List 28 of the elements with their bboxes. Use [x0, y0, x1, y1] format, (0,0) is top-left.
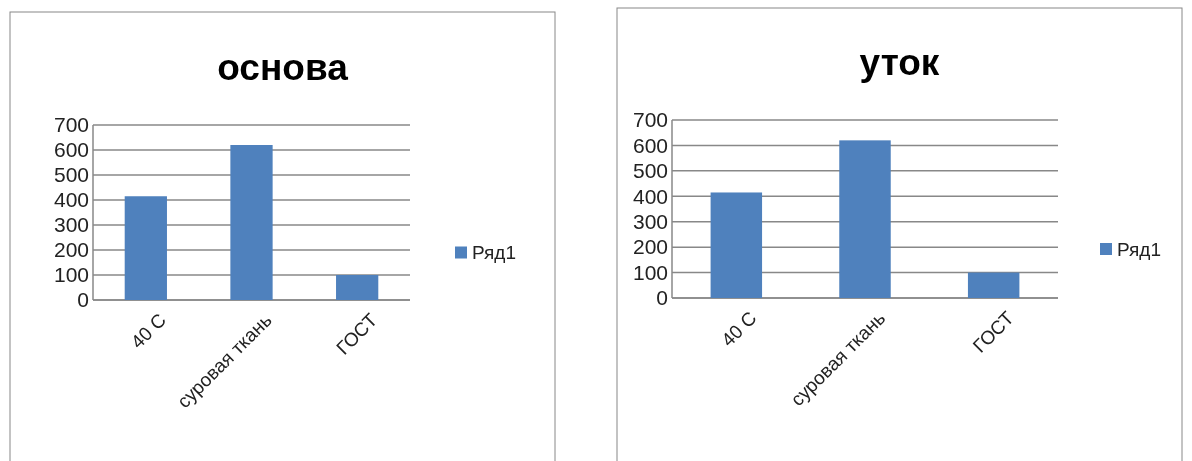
y-tick-label: 500	[632, 159, 668, 183]
y-tick-label: 600	[53, 138, 89, 162]
x-tick-label: 40 С	[717, 307, 761, 351]
bar	[124, 196, 167, 300]
y-tick-label: 700	[53, 113, 89, 137]
bar	[967, 272, 1020, 298]
y-tick-label: 100	[53, 263, 89, 287]
bar	[336, 275, 379, 300]
y-tick-label: 0	[656, 286, 668, 310]
y-tick-label: 200	[53, 238, 89, 262]
y-tick-label: 600	[632, 133, 668, 157]
x-tick-label: 40 С	[126, 309, 171, 353]
y-tick-label: 400	[632, 184, 668, 208]
y-tick-label: 100	[632, 260, 668, 284]
bar	[839, 140, 891, 298]
y-tick-label: 200	[632, 235, 668, 259]
y-tick-label: 0	[77, 288, 89, 312]
legend-label: Ряд1	[1117, 238, 1161, 260]
y-tick-label: 700	[632, 108, 668, 132]
bar	[710, 192, 763, 298]
chart-title: уток	[859, 42, 940, 83]
legend-label: Ряд1	[472, 242, 516, 264]
chart-title: основа	[217, 47, 349, 88]
y-tick-label: 500	[53, 163, 89, 187]
bar	[230, 145, 273, 300]
y-tick-label: 400	[53, 188, 89, 212]
y-tick-label: 300	[53, 213, 89, 237]
y-tick-label: 300	[632, 210, 668, 234]
